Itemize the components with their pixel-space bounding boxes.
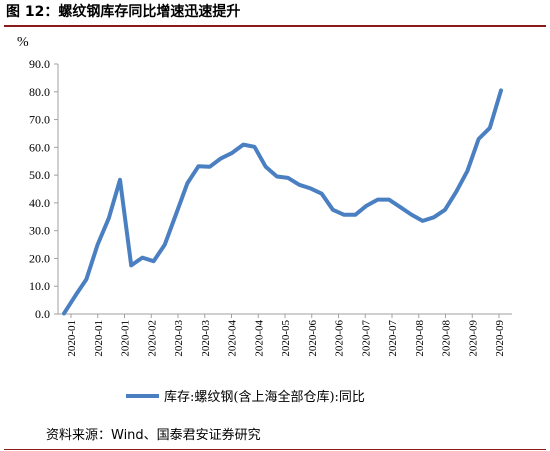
y-tick-label: 30.0 [29,224,50,238]
x-tick-label: 2020-03 [173,320,185,357]
y-tick-label: 10.0 [29,279,50,293]
x-tick-label: 2020-07 [360,320,372,357]
x-tick-label: 2020-04 [253,320,265,357]
x-tick-label: 2020-06 [307,320,319,357]
x-tick-label: 2020-02 [146,320,158,357]
source-note: 资料来源：Wind、国泰君安证券研究 [46,428,261,443]
title-divider [4,25,546,27]
y-tick-label: 70.0 [29,113,50,127]
figure-title: 图 12：螺纹钢库存同比增速迅速提升 [6,4,241,20]
y-tick-label: 80.0 [29,85,50,99]
y-tick-label: 50.0 [29,168,50,182]
x-tick-label: 2020-01 [66,320,78,357]
x-tick-label: 2020-09 [494,320,506,357]
x-tick-label: 2020-05 [280,320,292,357]
bottom-divider [4,449,546,450]
y-unit-label: % [17,35,29,50]
x-tick-label: 2020-04 [227,320,239,357]
line-chart: 0.0 10.0 20.0 30.0 40.0 50.0 60.0 70.0 80.0 90.0 2… [29,57,512,405]
x-tick-label: 2020-08 [414,320,426,357]
x-tick-label: 2020-06 [334,320,346,357]
x-tick-label: 2020-07 [387,320,399,357]
y-tick-label: 0.0 [35,307,50,321]
series-line [62,88,503,316]
y-tick-label: 40.0 [29,196,50,210]
x-tick-label: 2020-09 [467,320,479,357]
y-tick-label: 60.0 [29,140,50,154]
x-tick-label: 2020-08 [441,320,453,357]
y-tick-label: 20.0 [29,251,50,265]
x-tick-label: 2020-01 [120,320,132,357]
x-tick-label: 2020-01 [93,320,105,357]
y-tick-label: 90.0 [29,57,50,71]
legend-label: 库存:螺纹钢(含上海全部仓库):同比 [164,389,365,405]
x-tick-label: 2020-03 [200,320,212,357]
